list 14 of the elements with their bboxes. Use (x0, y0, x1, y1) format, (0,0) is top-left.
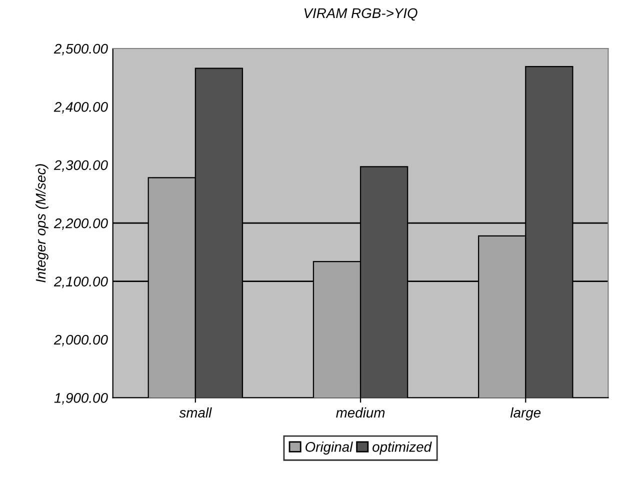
x-tick-label: small (179, 407, 212, 418)
y-tick-label: 2,400.00 (54, 102, 108, 114)
y-tick-label: 2,000.00 (54, 334, 108, 346)
chart-title: VIRAM RGB->YIQ (304, 8, 418, 21)
x-tick-label: large (510, 407, 541, 420)
y-tick-label: 1,900.00 (54, 393, 108, 405)
y-axis-title: Integer ops (M/sec) (35, 164, 48, 282)
x-tick-label: medium (336, 407, 385, 418)
y-tick-label: 2,300.00 (54, 160, 108, 172)
legend-label: Original (306, 442, 353, 455)
legend-label: optimized (372, 442, 432, 455)
y-tick-label: 2,500.00 (54, 44, 108, 56)
y-tick-label: 2,200.00 (54, 218, 108, 230)
y-tick-label: 2,100.00 (54, 276, 108, 288)
